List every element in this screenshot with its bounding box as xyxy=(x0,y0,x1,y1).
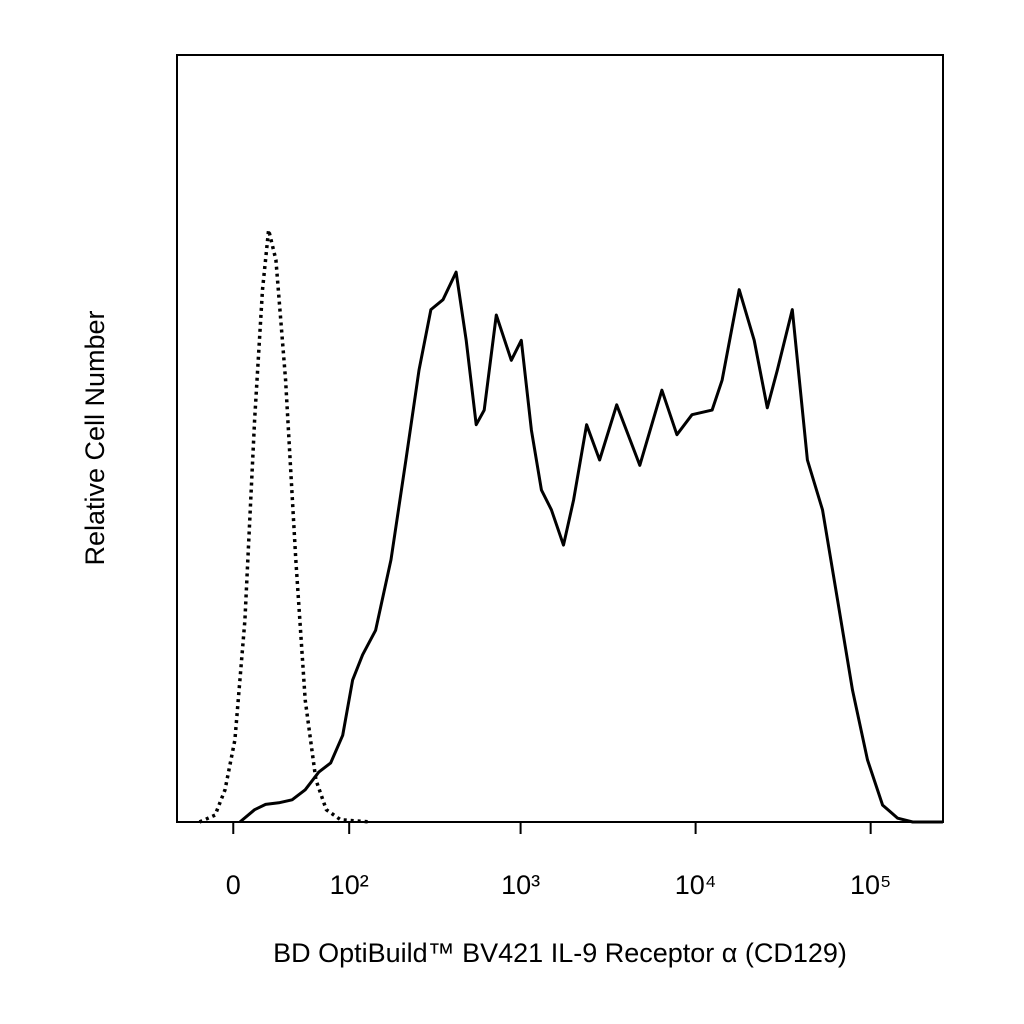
plot-frame xyxy=(176,54,944,823)
x-tick-label: 10⁵ xyxy=(850,870,891,900)
x-axis-label: BD OptiBuild™ BV421 IL-9 Receptor α (CD1… xyxy=(273,938,847,968)
y-axis-label: Relative Cell Number xyxy=(80,310,110,565)
x-tick-label: 10⁴ xyxy=(675,870,717,900)
x-tick-label: 10³ xyxy=(501,870,540,900)
histogram-line xyxy=(238,270,943,824)
x-tick-label: 10² xyxy=(330,870,369,900)
x-tick-label: 0 xyxy=(226,870,241,900)
histogram-line xyxy=(198,228,372,824)
